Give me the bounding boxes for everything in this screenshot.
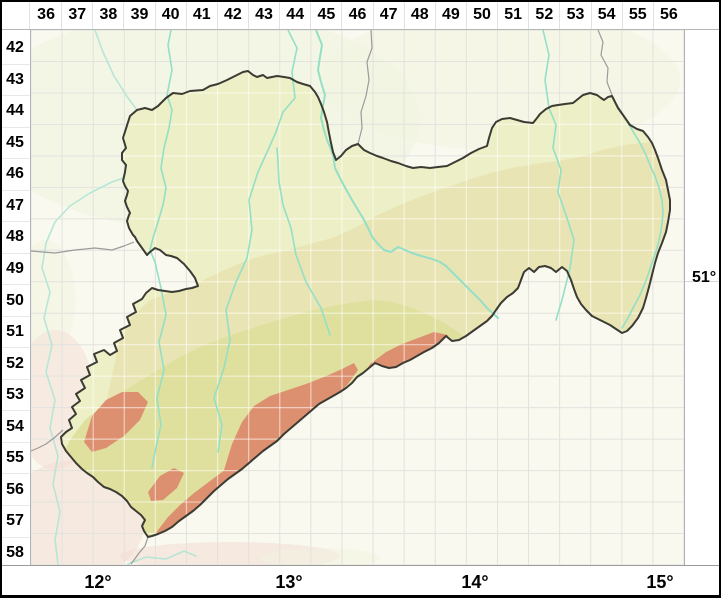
grid-col-label: 47 (372, 0, 404, 29)
grid-col-label: 36 (37, 5, 55, 23)
grid-row-label: 50 (0, 284, 30, 316)
grid-col-label: 49 (434, 0, 466, 29)
grid-col-label: 50 (465, 0, 497, 29)
grid-row-label: 47 (0, 189, 30, 222)
grid-col-label: 42 (216, 0, 248, 29)
right-axis: 51° (684, 30, 721, 565)
longitude-label: 15° (646, 572, 674, 592)
frame-border-top (0, 0, 721, 2)
left-axis: 42 43 44 45 46 47 48 49 50 51 52 53 54 55 56 57 58 (0, 30, 31, 565)
frame-border-bottom (0, 595, 721, 598)
grid-row-label: 52 (0, 347, 30, 379)
frame-border-right (719, 0, 721, 598)
grid-row-label: 45 (0, 126, 30, 159)
grid-row-label: 44 (0, 95, 30, 127)
grid-col-label: 48 (403, 0, 435, 29)
grid-col-label: 39 (123, 0, 154, 29)
grid-row-label: 49 (0, 252, 30, 285)
grid-col-label: 37 (61, 0, 92, 29)
relief-mountain-mass (224, 363, 358, 474)
grid-row-label: 51 (0, 315, 30, 348)
grid-col-label: 40 (154, 0, 186, 29)
grid-col-label: 52 (528, 0, 559, 29)
grid-col-label: 51 (497, 0, 528, 29)
zwickauer-mulde-river (213, 30, 298, 453)
grid-row-label: 56 (0, 473, 30, 505)
spree-river (542, 30, 575, 321)
grid-col-label: 44 (279, 0, 310, 29)
grid-row-label: 58 (0, 536, 30, 569)
grid-col-label: 43 (247, 0, 279, 29)
grid-col-label: 55 (621, 0, 653, 29)
freiberger-mulde-river (276, 147, 331, 336)
longitude-label: 12° (84, 572, 112, 592)
latitude-label: 51° (692, 269, 717, 286)
weisse-elster-river (149, 30, 173, 469)
grid-col-label: 56 (652, 0, 684, 29)
longitude-label: 13° (275, 572, 303, 592)
top-axis-row: 36 37 38 39 40 41 42 43 44 45 46 47 48 49 50 51 52 53 54 55… (0, 0, 721, 30)
grid-col-label: 41 (185, 0, 217, 29)
grid-row-label: 43 (0, 63, 30, 96)
frame-border-left (0, 0, 2, 598)
outside-river-south (127, 550, 197, 565)
grid-col-label: 38 (92, 0, 123, 29)
relief-vogtland-1 (84, 392, 148, 452)
latitude-tick-line (685, 281, 721, 282)
grid-row-label: 53 (0, 378, 30, 411)
bottom-axis: 12° 13° 14° 15° (0, 565, 721, 598)
grid-row-label: 42 (6, 39, 24, 57)
grid-row-label: 54 (0, 410, 30, 442)
grid-col-label: 54 (590, 0, 622, 29)
grid-col-label: 45 (310, 0, 341, 29)
grid-row-label: 57 (0, 504, 30, 537)
relief-vogtland-2 (148, 468, 184, 501)
saxony-rivers (149, 30, 664, 469)
grid-row-label: 55 (0, 441, 30, 474)
top-axis: 36 37 38 39 40 41 42 43 44 45 46 47 48 49 50 51 52 53 54 55… (31, 0, 684, 29)
longitude-label: 14° (461, 572, 489, 592)
map-canvas (31, 30, 684, 565)
neisse-river (615, 103, 664, 329)
grid-col-label: 46 (341, 0, 372, 29)
grid-row-label: 46 (0, 158, 30, 190)
grid-row-label: 48 (0, 221, 30, 253)
elbe-river (315, 30, 499, 319)
grid-col-label: 53 (559, 0, 590, 29)
state-border-lines (31, 30, 613, 565)
axis-corner-cell (0, 0, 30, 29)
